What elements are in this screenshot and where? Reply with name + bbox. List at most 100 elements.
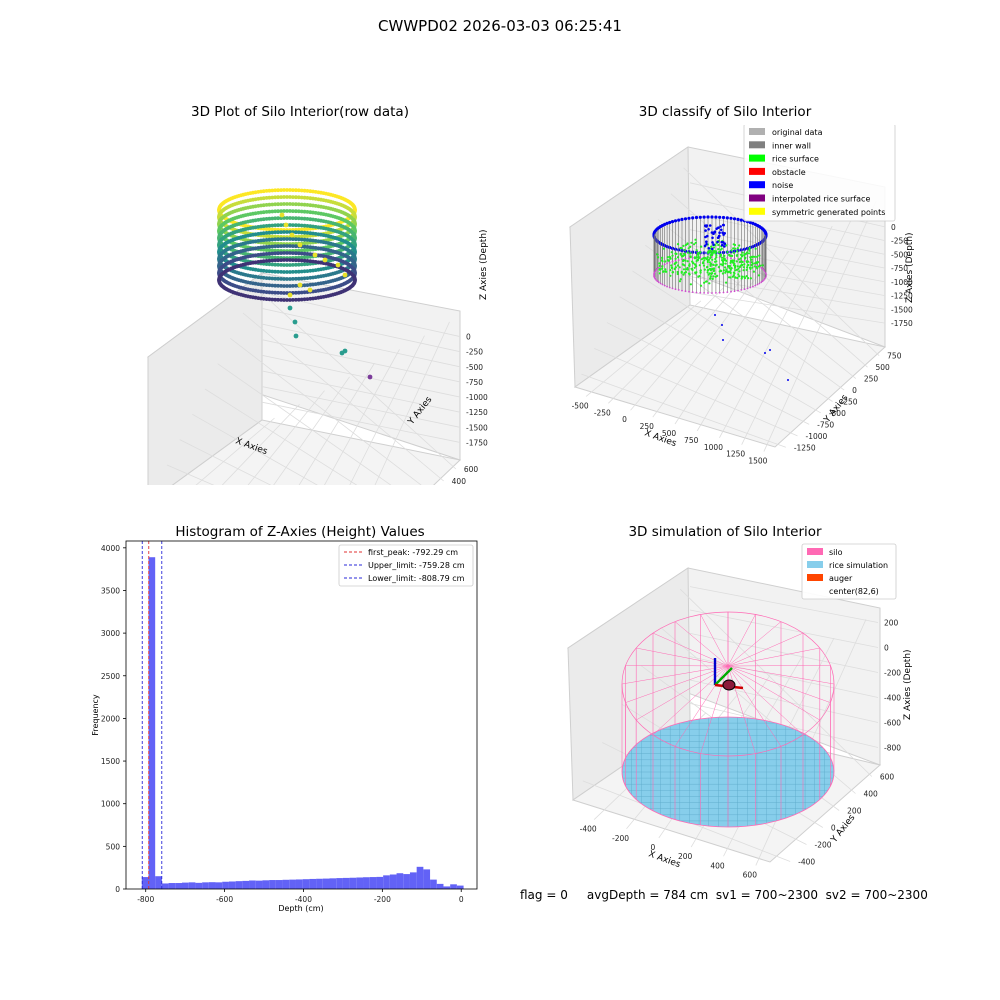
rice-surface-point: [706, 256, 709, 259]
rice-surface-point: [754, 247, 757, 250]
raw-point: [264, 234, 269, 238]
raw-point: [308, 254, 313, 259]
rice-surface-point: [684, 259, 687, 262]
raw-point: [305, 283, 310, 287]
raw-point: [294, 258, 298, 263]
histogram-bar: [369, 877, 377, 889]
sim-y-tick-label: 200: [847, 807, 862, 816]
histogram-bar: [235, 881, 243, 889]
histogram-ticks: -800 -600 -400 -200 0 0 500 1000 1500 2000 2500 300…: [101, 544, 464, 904]
rice-surface-point: [720, 247, 723, 250]
classify-y-tick-label: -1000: [806, 432, 828, 441]
noise-point: [711, 241, 714, 244]
rice-surface-point: [719, 263, 723, 266]
raw-point: [302, 237, 307, 242]
raw-point: [267, 223, 272, 228]
rice-surface-point: [680, 270, 683, 273]
rice-surface-point: [676, 243, 680, 246]
noise-point: [718, 215, 722, 219]
raw-x-gridline: [273, 376, 350, 485]
rice-surface-point: [736, 276, 739, 280]
rice-surface-point: [715, 256, 718, 259]
raw-point: [273, 251, 278, 256]
simulation-legend-label: rice simulation: [829, 561, 888, 570]
rice-surface-point: [661, 265, 664, 268]
classify-legend-label: interpolated rice surface: [772, 195, 870, 204]
raw-point: [305, 248, 310, 252]
interpolated-point: [760, 281, 763, 284]
rice-surface-point: [678, 280, 681, 283]
raw-point: [276, 297, 280, 302]
raw-point: [264, 224, 269, 228]
raw-point: [299, 255, 304, 260]
raw-point: [299, 202, 304, 207]
raw-point: [279, 251, 283, 255]
rice-surface-point: [735, 268, 738, 271]
rice-surface-point: [713, 260, 717, 263]
raw-y-gridline: [166, 464, 215, 485]
rice-surface-point: [740, 264, 744, 267]
raw-point: [267, 202, 272, 207]
raw-z-gridline: [261, 339, 461, 383]
raw-point: [267, 290, 272, 295]
raw-point: [264, 227, 269, 231]
silo-roof-line: [700, 665, 729, 754]
raw-point: [299, 248, 304, 253]
sim-x-tick-label: -400: [580, 825, 597, 834]
noise-point: [764, 352, 766, 354]
noise-point: [720, 240, 723, 244]
sim-z-gridline: [689, 632, 879, 673]
interpolated-point: [743, 288, 746, 291]
raw-point: [267, 244, 272, 249]
classify-z-gridline: [689, 260, 886, 297]
interpolated-point: [671, 287, 674, 290]
raw-point: [353, 256, 357, 260]
simulation-3d-ticks: -400-2000200400600-400-20002004006002000…: [580, 619, 902, 880]
interpolated-point: [763, 277, 766, 280]
raw-z-gridline: [261, 354, 461, 398]
rice-surface-point: [709, 254, 712, 257]
raw-point: [267, 255, 272, 260]
raw-point: [297, 242, 303, 248]
raw-point: [264, 283, 269, 287]
raw-z-gridline: [261, 370, 461, 413]
classify-z-tick-label: -500: [891, 250, 908, 259]
histogram-x-tick-label: -800: [137, 895, 154, 904]
sim-y-tick-label: 400: [864, 790, 879, 799]
interpolated-point: [681, 258, 683, 261]
histogram-x-tick-label: -400: [295, 895, 312, 904]
raw-point: [267, 188, 272, 193]
raw-point: [305, 234, 310, 238]
raw-point: [276, 276, 280, 281]
raw-point: [264, 231, 269, 235]
histogram-bar: [309, 878, 317, 889]
rice-surface-point: [706, 265, 709, 268]
raw-point: [288, 216, 292, 220]
raw-point: [276, 202, 280, 207]
raw-point: [305, 276, 310, 280]
raw-point: [353, 249, 357, 253]
rice-surface-point: [690, 241, 693, 244]
rice-surface-point: [688, 264, 691, 267]
rice-surface-point: [699, 269, 702, 272]
raw-point: [296, 234, 301, 239]
raw-point: [285, 216, 289, 220]
rice-surface-point: [664, 268, 667, 271]
interpolated-point: [661, 283, 664, 286]
histogram-x-tick-label: -600: [216, 895, 233, 904]
panel2-title: 3D classify of Silo Interior: [638, 104, 812, 120]
noise-point: [708, 224, 712, 227]
rice-surface-point: [725, 244, 728, 247]
raw-y-gridline: [242, 312, 444, 482]
raw-point: [353, 277, 357, 281]
interpolated-point: [655, 269, 658, 271]
noise-point: [716, 236, 720, 239]
interpolated-point: [688, 257, 690, 260]
raw-point: [261, 210, 266, 215]
raw-z-tick-label: -1000: [466, 393, 488, 402]
raw-z-tick-label: -250: [466, 348, 483, 357]
rice-surface-point: [685, 268, 688, 271]
raw-point: [294, 216, 298, 221]
raw-point: [296, 297, 301, 302]
rice-surface-point: [733, 262, 736, 265]
